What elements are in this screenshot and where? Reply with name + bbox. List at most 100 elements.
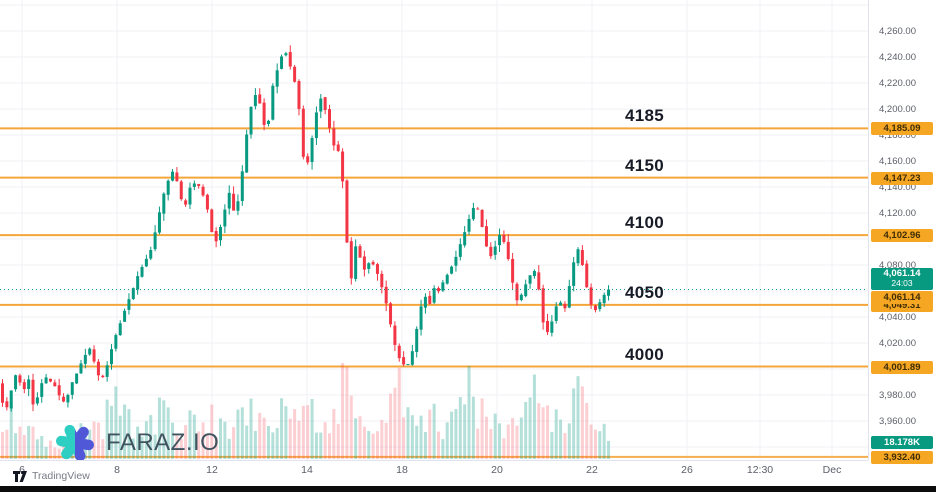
time-tick: 12:30 (746, 464, 774, 476)
volume-bar (371, 433, 375, 459)
volume-bar (40, 435, 44, 459)
candle-body (428, 295, 432, 304)
candle-body (480, 209, 484, 228)
volume-bar (240, 407, 244, 459)
volume-bar (149, 415, 153, 459)
price-axis[interactable]: 4,260.00 4,240.00 4,220.00 4,200.00 4,180.00… (868, 0, 936, 464)
candle-body (528, 275, 532, 284)
candle-body (31, 379, 35, 405)
candle-body (301, 108, 305, 157)
time-axis[interactable]: 6 8 12 14 18 20 22 26 12:30 Dec (0, 460, 868, 478)
candle-body (192, 183, 196, 187)
volume-bar (607, 440, 611, 459)
price-tick: 3,980.00 (879, 390, 916, 401)
volume-bar (471, 396, 475, 459)
candle-body (157, 212, 161, 233)
volume-bar (450, 411, 454, 459)
candle-body (75, 373, 79, 384)
volume-bar (227, 438, 231, 459)
price-tick: 4,120.00 (879, 208, 916, 219)
volume-bar (105, 399, 109, 459)
volume-bar (415, 425, 419, 459)
volume-bar (593, 429, 597, 459)
volume-bar (563, 433, 567, 459)
volume-bar (114, 386, 118, 459)
brand-name: FARAZ.IO (106, 429, 220, 456)
candle-body (288, 52, 292, 67)
candle-body (532, 271, 536, 277)
volume-bar (580, 386, 584, 459)
volume-bar (559, 419, 563, 459)
volume-bar (498, 423, 502, 459)
volume-bar (589, 424, 593, 459)
candle-body (506, 241, 510, 260)
volume-bar (598, 431, 602, 459)
volume-bar (258, 412, 262, 459)
volume-bar (48, 440, 52, 459)
volume-bar (524, 401, 528, 459)
level-label: 4000 (625, 344, 665, 364)
tradingview-label: TradingView (32, 470, 90, 482)
candle-body (441, 282, 445, 291)
volume-bar (367, 431, 371, 459)
price-chart[interactable] (0, 0, 868, 460)
candle-body (515, 283, 519, 301)
candle-body (314, 112, 318, 139)
volume-bar (493, 413, 497, 459)
volume-bar (101, 439, 105, 459)
volume-bar (358, 416, 362, 459)
volume-bar (323, 422, 327, 459)
candle-body (184, 200, 188, 205)
candle-body (598, 302, 602, 310)
price-line-badge: 4,147.23 (871, 171, 933, 185)
candle-body (171, 171, 175, 181)
volume-bar (127, 409, 131, 459)
volume-bar (110, 405, 113, 459)
volume-bar (249, 398, 253, 459)
price-tick: 4,220.00 (879, 78, 916, 89)
candle-body (319, 98, 323, 112)
candle-body (410, 351, 414, 365)
candle-body (493, 246, 497, 255)
candle-body (607, 289, 611, 296)
candle-body (550, 321, 554, 333)
volume-bar (585, 402, 589, 459)
candle-body (593, 305, 597, 311)
current-price-badge: 4,061.14 24:03 (871, 267, 933, 291)
volume-bar (484, 416, 488, 459)
volume-bar (245, 425, 249, 459)
candle-body (336, 144, 340, 151)
volume-bar (480, 398, 484, 459)
volume-bar (162, 400, 166, 459)
volume-bar (44, 446, 48, 459)
volume-bar (293, 409, 297, 459)
candle-body (476, 208, 480, 210)
volume-bar (118, 415, 122, 459)
candle-body (210, 209, 214, 233)
volume-bar (214, 437, 218, 459)
volume-bar (253, 430, 257, 459)
volume-bar (336, 423, 340, 459)
candle-body (197, 184, 201, 186)
volume-bar (423, 431, 427, 459)
volume-bar (419, 415, 423, 459)
volume-bar (136, 426, 140, 459)
candle-body (489, 246, 493, 257)
candle-body (79, 363, 83, 374)
tradingview-attribution[interactable]: TradingView (13, 470, 90, 482)
candle-body (537, 272, 541, 290)
volume-bar (375, 431, 379, 459)
candle-body (53, 382, 57, 387)
volume-bar (171, 422, 175, 459)
faraz-logo-icon (55, 424, 95, 462)
candle-body (70, 382, 74, 395)
volume-bar (192, 414, 196, 459)
volume-bar (384, 422, 388, 459)
volume-bar (175, 435, 179, 459)
volume-bar (406, 407, 410, 459)
candle-body (432, 288, 436, 303)
candle-body (345, 180, 349, 243)
candle-body (249, 106, 253, 135)
level-label: 4185 (625, 106, 665, 126)
candle-body (445, 274, 449, 284)
